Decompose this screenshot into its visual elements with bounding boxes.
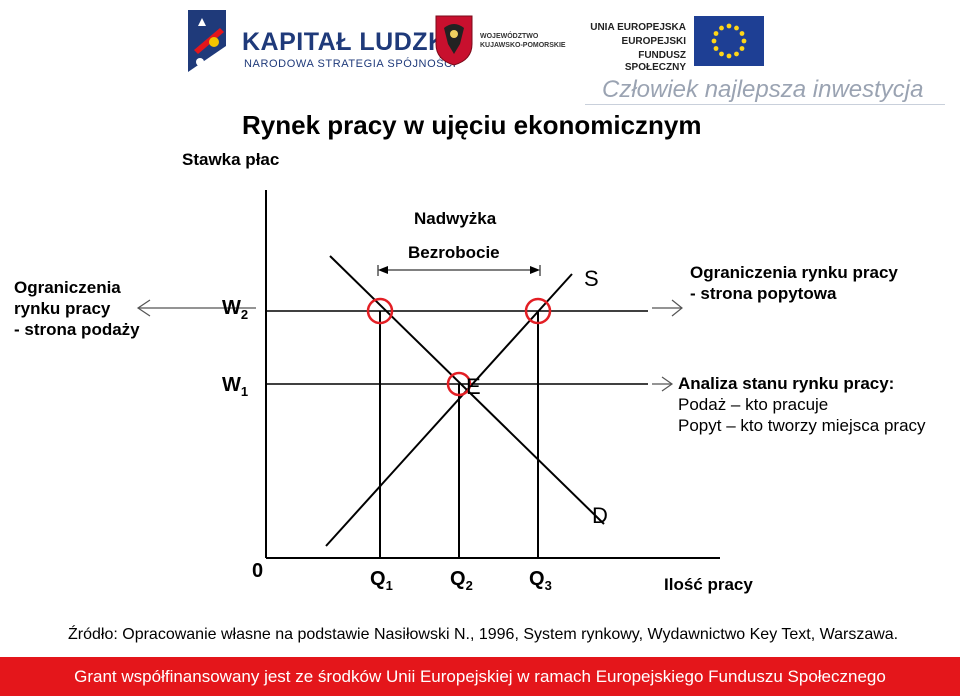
eu-star: [713, 31, 719, 36]
eu-star: [713, 46, 719, 51]
ue-logo: UNIA EUROPEJSKA EUROPEJSKI FUNDUSZ SPOŁE…: [586, 16, 766, 73]
w1-subscript: 1: [240, 384, 249, 399]
equilibrium-marker: [446, 371, 472, 397]
eu-star: [734, 25, 739, 31]
supply-label: S: [584, 266, 599, 291]
eu-star: [741, 38, 747, 44]
ue-line2: EUROPEJSKI: [621, 36, 686, 47]
source-note: Źródło: Opracowanie własne na podstawie …: [68, 626, 899, 643]
kapital-ludzki-logo: KAPITAŁ LUDZKI NARODOWA STRATEGIA SPÓJNO…: [180, 6, 456, 76]
page-title: Rynek pracy w ujęciu ekonomicznym: [242, 110, 702, 140]
eu-star: [734, 51, 739, 57]
unemployment-arrow-right-head: [530, 266, 540, 274]
q3-label: Q3: [529, 568, 552, 593]
w2-letter: W: [222, 297, 241, 319]
q1-subscript: 1: [385, 578, 393, 593]
analysis-line1: Podaż – kto pracuje: [678, 395, 829, 414]
ue-line1: UNIA EUROPEJSKA: [590, 22, 686, 33]
kapital-ludzki-subtitle: NARODOWA STRATEGIA SPÓJNOŚCI: [244, 58, 457, 70]
analysis-box: Analiza stanu rynku pracy: Podaż – kto p…: [678, 373, 926, 436]
kapital-ludzki-title: KAPITAŁ LUDZKI: [242, 28, 455, 56]
q1-label: Q1: [370, 568, 393, 593]
x-axis-label: Ilość pracy: [664, 575, 753, 594]
right-note-line1: Ograniczenia rynku pracy: [690, 263, 898, 282]
q1-letter: Q: [370, 568, 386, 590]
eu-star: [726, 23, 732, 29]
right-arrow-top-head: [671, 299, 683, 317]
unemployment-arrow-left-head: [378, 266, 388, 274]
demand-label: D: [592, 503, 608, 528]
left-arrow-head: [136, 299, 151, 317]
right-note: Ograniczenia rynku pracy - strona popyto…: [690, 262, 898, 304]
left-note-line2: rynku pracy: [14, 299, 111, 318]
w2-label: W2: [222, 297, 248, 322]
tagline: Człowiek najlepsza inwestycja: [602, 76, 924, 103]
w1-letter: W: [222, 374, 241, 396]
kapital-ludzki-emblem-icon: [188, 10, 226, 72]
supply-curve: [325, 273, 573, 547]
eu-star: [711, 38, 717, 44]
unemployment-label: Bezrobocie: [408, 243, 500, 262]
wojewodztwo-line2: KUJAWSKO-POMORSKIE: [480, 42, 566, 49]
w1-label: W1: [222, 374, 248, 399]
surplus-label: Nadwyżka: [414, 209, 497, 228]
eu-star: [739, 46, 745, 51]
origin-label: 0: [252, 560, 264, 582]
eu-star: [719, 51, 724, 57]
w2-subscript: 2: [240, 307, 249, 322]
left-note-line1: Ograniczenia: [14, 278, 121, 297]
q2-label: Q2: [450, 568, 473, 593]
wojewodztwo-logo: WOJEWÓDZTWO KUJAWSKO-POMORSKIE: [434, 14, 566, 70]
equilibrium-label: E: [466, 374, 481, 399]
left-note: Ograniczenia rynku pracy - strona podaży: [14, 277, 140, 340]
analysis-line2: Popyt – kto tworzy miejsca pracy: [678, 416, 926, 435]
coat-of-arms-icon: [435, 15, 473, 66]
q2-subscript: 2: [465, 578, 473, 593]
footer-bar: Grant współfinansowany jest ze środków U…: [0, 657, 960, 696]
q3-marker: [524, 297, 552, 325]
q2-letter: Q: [450, 568, 466, 590]
left-note-line3: - strona podaży: [14, 320, 140, 339]
right-arrow-analysis-head: [661, 376, 674, 392]
y-axis-label: Stawka płac: [182, 150, 280, 169]
q3-letter: Q: [529, 568, 545, 590]
wojewodztwo-line1: WOJEWÓDZTWO: [480, 33, 539, 40]
analysis-title: Analiza stanu rynku pracy:: [678, 374, 895, 393]
right-note-line2: - strona popytowa: [690, 284, 837, 303]
q1-marker: [366, 297, 394, 325]
eu-star: [726, 53, 732, 59]
eu-star: [739, 31, 745, 36]
eu-flag-icon: [694, 16, 764, 66]
eu-star: [719, 25, 724, 31]
header-divider: [585, 104, 945, 105]
ue-line3: FUNDUSZ SPOŁECZNY: [624, 50, 686, 73]
q3-subscript: 3: [544, 578, 552, 593]
